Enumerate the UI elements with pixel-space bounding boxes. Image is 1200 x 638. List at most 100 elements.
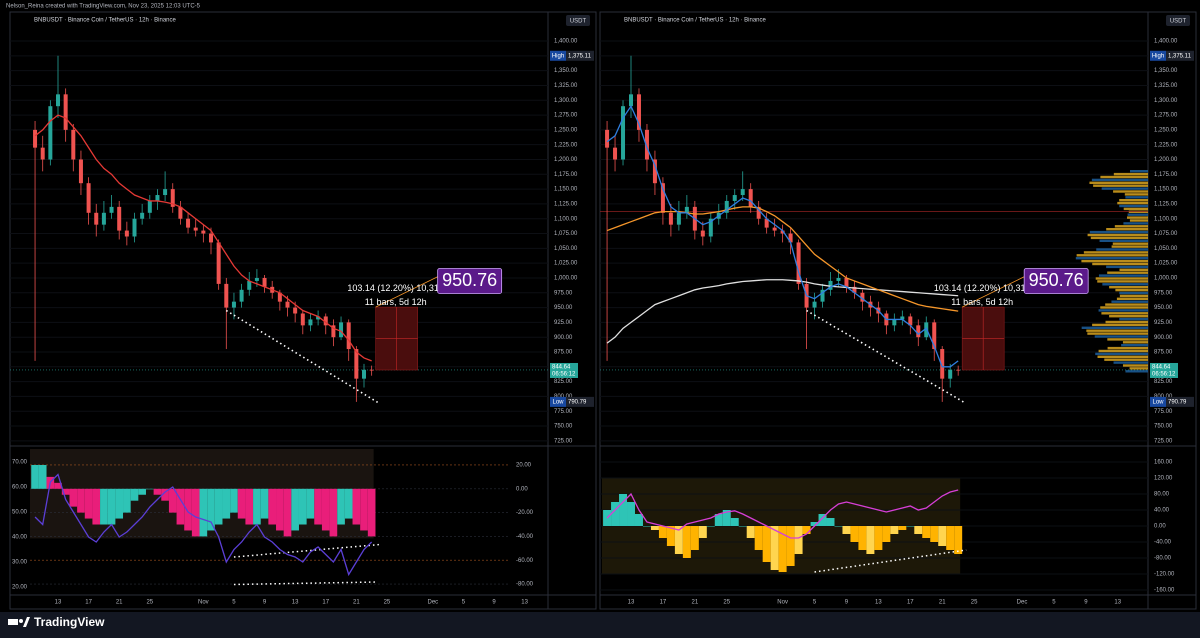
candle-body [828,280,833,290]
volume-profile-bar [1106,228,1148,231]
osc-tick-label: 0.00 [516,486,528,492]
volume-profile-bar [1117,201,1148,205]
candle-body [940,349,945,379]
volume-profile-bar [1102,283,1148,286]
candle-body [239,289,244,302]
candle-body [676,212,681,225]
volume-profile-bar [1105,303,1148,306]
volume-profile-bar [1126,216,1148,219]
histogram-bar [698,526,707,538]
histogram-bar [77,488,85,513]
time-label: 9 [1084,600,1088,606]
price-tick-label: 725.00 [554,438,573,444]
tag-name: Low [552,399,564,405]
volume-profile-bar [1119,294,1148,298]
target-box [437,268,503,294]
tag-box [566,50,594,61]
candle-body [780,230,785,234]
candle-body [193,227,198,231]
histogram-bar [802,526,811,534]
price-tick-label: 925.00 [554,320,573,326]
candle-body [86,183,91,213]
histogram-bar [199,488,208,537]
histogram-bar [92,488,101,525]
price-tick-label: 875.00 [554,350,573,356]
volume-profile-bar [1081,259,1148,263]
price-tick-label: 1,350.00 [554,68,578,74]
tag-name: High [552,53,564,59]
histogram-bar [69,488,78,507]
volume-profile-bar [1129,367,1148,370]
histogram-bar [260,488,269,519]
osc-tick-label: 20.00 [516,463,532,469]
histogram-bar [619,494,628,526]
time-label: 21 [353,600,360,606]
histogram-bar [754,526,763,550]
histogram-bar [306,488,315,519]
candle-body [908,316,913,326]
histogram-bar [634,514,643,526]
candle-body [354,349,359,379]
brand: TradingView [34,615,105,629]
volume-profile-bar [1092,323,1148,327]
price-tick-label: 775.00 [1154,409,1173,415]
price-tick-label: 1,150.00 [1154,187,1178,193]
volume-profile-bar [1092,262,1148,266]
time-label: 13 [1114,600,1121,606]
candle-body [277,292,282,302]
histogram-bar [298,488,307,525]
time-label: 21 [939,600,946,606]
tag-name-box [550,50,566,61]
candle-body [660,183,665,213]
volume-profile-bar [1109,286,1148,289]
price-tick-label: 1,250.00 [554,127,578,133]
price-tick-label: 825.00 [1154,379,1173,385]
candle-body [932,322,937,350]
histogram-bar [176,488,185,525]
tag-price: 790.79 [568,399,587,405]
osc-tick-label: -40.00 [516,534,534,540]
candle-body [155,195,160,201]
time-label: 5 [813,600,817,606]
candle-body [71,129,76,160]
last-price-box [550,362,578,378]
volume-profile-bar [1095,277,1148,280]
histogram-bar [138,488,146,495]
candle-body [956,369,961,371]
price-tick-label: 1,025.00 [554,261,578,267]
osc-tick-label: 40.00 [1154,508,1170,514]
volume-profile-bar [1075,257,1148,260]
osc-tick-label: -60.00 [516,558,534,564]
candle-body [109,206,114,213]
tag-name-box [1150,396,1166,407]
histogram-bar [329,488,338,537]
volume-profile-bar [1125,370,1148,373]
candle-body [900,316,905,320]
histogram-bar [153,488,162,495]
histogram-bar [161,488,169,501]
histogram-bar [283,488,292,537]
volume-profile-bar [1116,297,1148,300]
volume-profile-bar [1097,280,1148,283]
currency: USDT [1170,19,1187,25]
volume-profile-bar [1096,248,1148,251]
time-label: Dec [1017,600,1028,606]
volume-profile-bar [1097,355,1148,358]
candle-body [605,129,610,148]
histogram-bar [794,526,803,554]
symbol: BNBUSDT · Binance Coin / TetherUS · 12h … [34,18,177,24]
moving-average [34,114,372,362]
volume-profile-bar [1105,320,1148,324]
osc-tick-label: -120.00 [1154,572,1175,578]
histogram-bar [230,488,238,513]
histogram-bar [31,464,39,489]
tag-name-box [1150,50,1166,61]
histogram-bar [818,514,827,526]
osc-tick-label: -80.00 [516,582,534,588]
osc-line [34,473,373,577]
osc-tick-label: 20.00 [12,585,28,591]
moving-average [606,104,959,368]
price-tick-label: 1,050.00 [1154,246,1178,252]
volume-profile-bar [1099,239,1148,242]
tag-box [1166,396,1194,407]
